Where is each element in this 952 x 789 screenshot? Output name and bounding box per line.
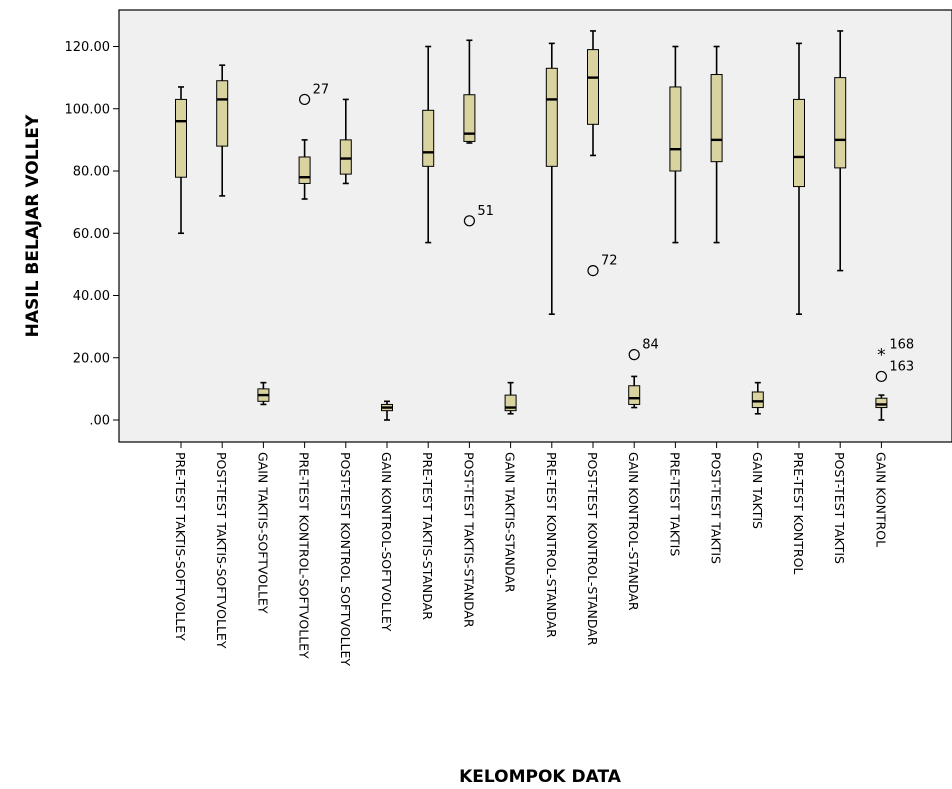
- outlier-label: 51: [477, 204, 494, 219]
- outlier-label: 163: [889, 359, 914, 374]
- box: [834, 77, 847, 169]
- plot-area: [118, 9, 952, 443]
- box-group: [545, 42, 558, 315]
- box: [710, 74, 723, 163]
- box-group: 84: [628, 338, 659, 409]
- y-tick-label: .00: [89, 414, 110, 429]
- box: [504, 394, 517, 412]
- box-group: 163*168: [875, 338, 914, 421]
- box: [422, 109, 435, 167]
- x-axis: PRE-TEST TAKTIS-SOFTVOLLEY POST-TEST TAKT…: [173, 442, 888, 666]
- extreme-outlier-marker: *: [877, 346, 886, 366]
- box-series: 27 51 72 84 163*168: [175, 30, 914, 421]
- x-category-label: GAIN TAKTIS-STANDAR: [503, 452, 518, 593]
- box-group: [669, 45, 682, 244]
- box-group: [175, 86, 187, 235]
- box-group: [257, 381, 270, 406]
- x-category-label: PRE-TEST TAKTIS: [667, 452, 682, 556]
- box: [175, 98, 187, 178]
- box-group: [422, 45, 435, 244]
- x-category-label: PRE-TEST TAKTIS-SOFTVOLLEY: [173, 452, 188, 641]
- y-tick-label: 120.00: [65, 40, 111, 55]
- x-category-label: POST-TEST TAKTIS: [709, 452, 724, 564]
- box-group: [339, 98, 352, 185]
- outlier-label: 72: [601, 254, 618, 269]
- box-group: [216, 64, 229, 197]
- outlier-marker: [628, 349, 640, 361]
- box-group: [710, 45, 723, 244]
- y-tick-label: 40.00: [73, 289, 110, 304]
- box: [545, 67, 558, 167]
- y-tick-label: 60.00: [73, 227, 110, 242]
- box-group: [504, 381, 517, 415]
- box: [628, 385, 641, 405]
- outlier-marker: [299, 93, 311, 106]
- box: [875, 397, 888, 409]
- x-category-label: POST-TEST TAKTIS: [832, 452, 847, 564]
- box-group: [793, 42, 805, 315]
- x-category-label: PRE-TEST KONTROL-SOFTVOLLEY: [297, 452, 312, 659]
- x-category-label: POST-TEST TAKTIS-SOFTVOLLEY: [214, 452, 229, 649]
- x-category-label: PRE-TEST KONTROL-STANDAR: [544, 452, 559, 638]
- outlier-label: 27: [313, 82, 330, 97]
- box: [463, 94, 476, 142]
- box: [793, 98, 805, 188]
- y-tick-label: 80.00: [73, 165, 110, 180]
- box: [216, 80, 229, 147]
- box: [339, 139, 352, 175]
- x-category-label: GAIN TAKTIS-SOFTVOLLEY: [255, 452, 270, 614]
- x-category-label: GAIN KONTROL: [873, 452, 888, 547]
- box: [587, 49, 599, 125]
- x-category-label: POST-TEST TAKTIS-STANDAR: [461, 452, 476, 628]
- x-category-label: GAIN KONTROL-STANDAR: [626, 452, 641, 611]
- y-axis-title: HASIL BELAJAR VOLLEY: [23, 114, 43, 337]
- y-tick-label: 100.00: [65, 102, 111, 117]
- box-group: 72: [587, 30, 618, 277]
- outlier-marker: [875, 370, 888, 383]
- box: [751, 391, 764, 409]
- outlier-label: 168: [889, 338, 914, 353]
- outlier-marker: [587, 265, 599, 277]
- x-category-label: POST-TEST KONTROL SOFTVOLLEY: [338, 452, 353, 666]
- box-group: [751, 381, 764, 415]
- y-axis: .00 20.00 40.00 60.00 80.00 100.00 120.00: [65, 40, 119, 429]
- x-category-label: GAIN KONTROL-SOFTVOLLEY: [379, 452, 394, 632]
- x-category-label: PRE-TEST KONTROL: [791, 452, 806, 574]
- box-group: [381, 400, 393, 421]
- outlier-marker: [463, 215, 475, 227]
- box-group: [834, 30, 847, 272]
- x-category-label: PRE-TEST TAKTIS-STANDAR: [420, 452, 435, 620]
- x-category-label: GAIN TAKTIS: [750, 452, 765, 529]
- box-group: 51: [463, 39, 494, 227]
- box: [298, 156, 311, 184]
- x-category-label: POST-TEST KONTROL-STANDAR: [585, 452, 600, 646]
- outlier-label: 84: [642, 338, 659, 353]
- box: [669, 86, 682, 172]
- box-group: 27: [298, 82, 330, 200]
- x-axis-title: KELOMPOK DATA: [459, 767, 622, 787]
- y-tick-label: 20.00: [73, 351, 110, 366]
